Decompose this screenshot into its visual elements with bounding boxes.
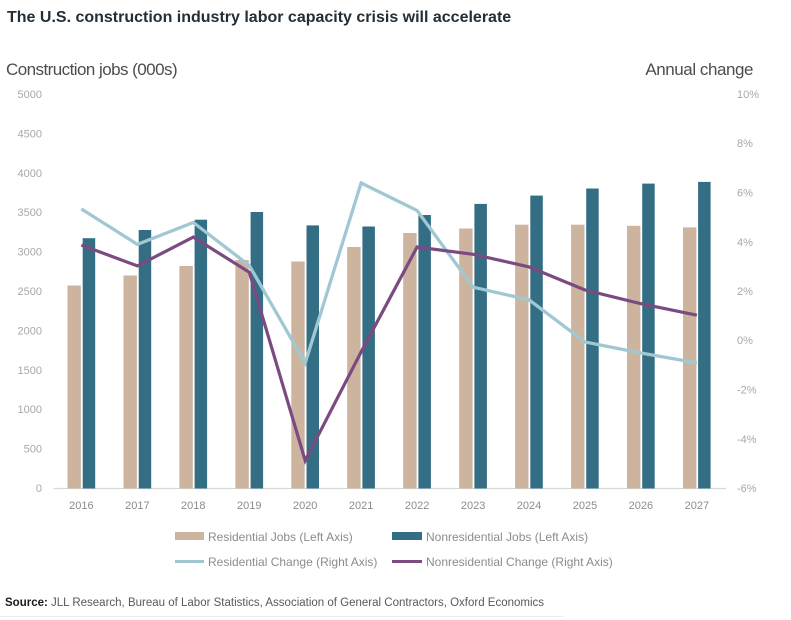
svg-text:8%: 8%: [737, 138, 753, 150]
svg-text:2%: 2%: [737, 286, 753, 298]
svg-text:2025: 2025: [573, 500, 597, 512]
svg-text:2020: 2020: [293, 500, 317, 512]
svg-text:10%: 10%: [737, 89, 759, 101]
svg-text:2500: 2500: [18, 286, 42, 298]
svg-text:-4%: -4%: [737, 434, 757, 446]
svg-text:-2%: -2%: [737, 385, 757, 397]
svg-text:2026: 2026: [629, 500, 653, 512]
svg-text:2018: 2018: [181, 500, 205, 512]
svg-text:2000: 2000: [18, 325, 42, 337]
svg-text:4000: 4000: [18, 168, 42, 180]
svg-text:2016: 2016: [69, 500, 93, 512]
svg-text:1000: 1000: [18, 404, 42, 416]
svg-text:2024: 2024: [517, 500, 541, 512]
svg-text:5000: 5000: [18, 89, 42, 101]
svg-text:2023: 2023: [461, 500, 485, 512]
svg-text:-6%: -6%: [737, 483, 757, 495]
svg-text:3000: 3000: [18, 247, 42, 259]
svg-text:3500: 3500: [18, 207, 42, 219]
svg-text:2021: 2021: [349, 500, 373, 512]
svg-text:0%: 0%: [737, 335, 753, 347]
svg-text:0: 0: [36, 483, 42, 495]
svg-text:4%: 4%: [737, 237, 753, 249]
svg-text:2017: 2017: [125, 500, 149, 512]
svg-text:2027: 2027: [685, 500, 709, 512]
svg-text:4500: 4500: [18, 128, 42, 140]
svg-text:2022: 2022: [405, 500, 429, 512]
svg-text:2019: 2019: [237, 500, 261, 512]
svg-text:500: 500: [24, 444, 42, 456]
svg-text:6%: 6%: [737, 188, 753, 200]
svg-text:1500: 1500: [18, 365, 42, 377]
